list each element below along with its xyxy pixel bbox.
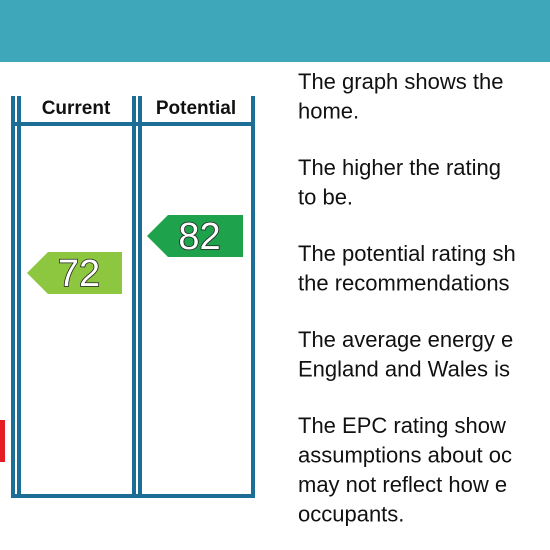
table-line [138,96,142,498]
table-line [17,96,21,498]
paragraph-line: The higher the rating [298,155,501,180]
paragraph-line: to be. [298,185,353,210]
table-line [11,96,15,498]
paragraph-line: The EPC rating show [298,413,506,438]
table-lines [11,96,255,498]
table-line [132,96,136,498]
rating-value: 82 [178,216,220,258]
paragraph-line: may not reflect how e [298,472,507,497]
rating-arrow [27,252,122,294]
paragraph-line: home. [298,99,359,124]
paragraph-line: The average energy e [298,327,513,352]
paragraph-line: the recommendations [298,271,510,296]
paragraph-line: England and Wales is [298,357,510,382]
table-line [251,96,255,498]
rating-value: 72 [58,253,100,295]
rating-arrow [147,215,243,257]
paragraph-line: The potential rating sh [298,241,516,266]
paragraph-line: The graph shows the [298,69,503,94]
table-line [11,494,255,498]
column-header: Potential [156,98,236,119]
rating-band [0,420,5,462]
table-line [11,122,255,126]
column-header: Current [42,98,111,119]
header-bar [0,0,550,62]
paragraph-line: assumptions about oc [298,443,512,468]
paragraph-line: occupants. [298,502,404,527]
